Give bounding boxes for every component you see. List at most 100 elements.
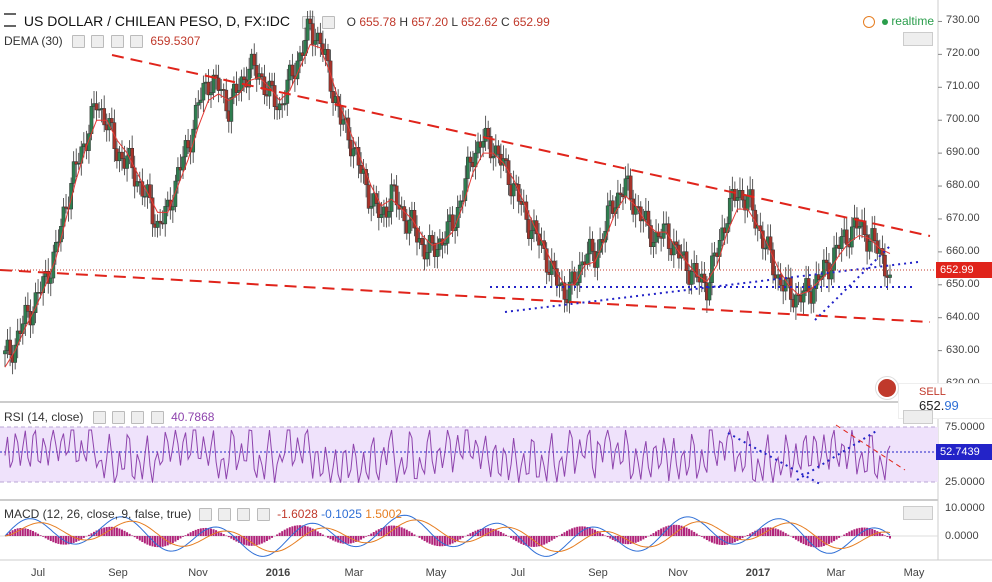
- macd-histogram-bar: [237, 536, 240, 543]
- rsi-settings-icon[interactable]: [112, 411, 126, 425]
- lower-trendline[interactable]: [0, 269, 931, 323]
- macd-histogram-bar: [65, 536, 68, 545]
- macd-histogram-bar: [189, 532, 192, 536]
- macd-histogram-bar: [708, 536, 711, 542]
- candle-body: [224, 89, 229, 112]
- candle-body: [181, 156, 185, 171]
- macd-histogram-bar: [29, 529, 32, 536]
- candle-body: [567, 281, 572, 304]
- candle-body: [771, 249, 775, 276]
- rsi-red-trendline[interactable]: [835, 424, 906, 471]
- pane-up-down-icon[interactable]: [903, 32, 933, 46]
- macd-histogram-bar: [479, 528, 482, 536]
- macd-histogram-bar: [621, 536, 624, 544]
- dema-add-icon[interactable]: [110, 35, 124, 49]
- rsi-up-trendline[interactable]: [796, 429, 879, 481]
- symbol-title: US DOLLAR / CHILEAN PESO, D, FX:IDC: [23, 13, 290, 29]
- time-axis-label: Mar: [345, 567, 364, 579]
- macd-histogram-bar: [454, 536, 457, 543]
- macd-histogram-bar: [143, 536, 146, 544]
- macd-histogram-bar: [619, 536, 622, 544]
- macd-histogram-bar: [421, 536, 424, 540]
- flag-icon[interactable]: [876, 377, 898, 399]
- macd-histogram-bar: [855, 528, 858, 536]
- macd-settings-icon[interactable]: [218, 508, 232, 522]
- macd-histogram-bar: [484, 528, 487, 536]
- macd-histogram-bar: [283, 529, 286, 536]
- macd-histogram-bar: [9, 531, 12, 536]
- macd-value-2: -0.1025: [321, 507, 362, 521]
- macd-histogram-bar: [482, 528, 485, 536]
- macd-histogram-bar: [202, 528, 205, 536]
- macd-close-icon[interactable]: [256, 508, 270, 522]
- macd-histogram-bar: [370, 533, 373, 536]
- dema-close-icon[interactable]: [130, 35, 144, 49]
- rsi-close-icon[interactable]: [150, 411, 164, 425]
- dema-eye-icon[interactable]: [72, 35, 86, 49]
- macd-histogram-bar: [866, 527, 869, 536]
- macd-histogram-bar: [123, 530, 126, 536]
- candle-body: [435, 249, 440, 257]
- macd-histogram-bar: [522, 536, 525, 545]
- macd-pane-up-down-icon[interactable]: [903, 506, 933, 520]
- candle-body: [735, 197, 740, 201]
- macd-histogram-bar: [466, 534, 469, 536]
- candle-body: [562, 282, 567, 300]
- macd-histogram-bar: [380, 528, 383, 536]
- candle-body: [23, 304, 28, 325]
- candle-body: [872, 228, 877, 241]
- macd-add-icon[interactable]: [237, 508, 251, 522]
- candle-body: [794, 294, 798, 308]
- time-axis-label: 2016: [266, 567, 290, 579]
- candle-body: [481, 141, 485, 148]
- price-axis-label: 680.00: [946, 179, 980, 192]
- candle-body: [610, 200, 615, 214]
- macd-histogram-bar: [497, 530, 500, 536]
- macd-histogram-bar: [326, 536, 329, 538]
- macd-histogram-bar: [337, 536, 340, 543]
- macd-histogram-bar: [652, 533, 655, 536]
- sell-widget[interactable]: SELL 652.99: [898, 383, 992, 419]
- macd-histogram-bar: [685, 527, 688, 536]
- macd-histogram-bar: [738, 536, 741, 540]
- time-axis-label: 2017: [746, 567, 770, 579]
- candle-body: [855, 217, 859, 229]
- macd-histogram-bar: [805, 536, 808, 546]
- macd-histogram-bar: [423, 536, 426, 542]
- macd-histogram-bar: [487, 528, 490, 536]
- macd-histogram-bar: [95, 530, 98, 536]
- candle-body: [727, 197, 732, 224]
- macd-histogram-bar: [550, 536, 553, 541]
- macd-histogram-bar: [527, 536, 530, 547]
- macd-eye-icon[interactable]: [198, 508, 212, 522]
- rsi-eye-icon[interactable]: [92, 411, 106, 425]
- macd-histogram-bar: [716, 536, 719, 545]
- macd-histogram-bar: [428, 536, 431, 544]
- rsi-add-icon[interactable]: [131, 411, 145, 425]
- dema-settings-icon[interactable]: [91, 35, 105, 49]
- macd-histogram-bar: [184, 535, 187, 536]
- macd-histogram-bar: [136, 536, 139, 539]
- candle-body: [702, 273, 707, 283]
- macd-histogram-bar: [385, 526, 388, 536]
- time-axis[interactable]: Jul Sep Nov 2016 Mar May Jul Sep Nov 2017 Mar May: [31, 567, 925, 579]
- candle-body: [745, 195, 750, 211]
- macd-histogram-bar: [449, 536, 452, 545]
- macd-histogram-bar: [187, 533, 190, 536]
- upper-trendline[interactable]: [111, 54, 931, 237]
- macd-histogram-bar: [436, 536, 439, 547]
- settings-icon[interactable]: [321, 15, 335, 29]
- collapse-icon[interactable]: [4, 13, 16, 27]
- macd-histogram-bar: [209, 528, 212, 536]
- rsi-pane-up-down-icon[interactable]: [903, 410, 933, 424]
- candle-body: [130, 147, 135, 169]
- price-axis[interactable]: 730.00 720.00 710.00 700.00 690.00 680.00 670.…: [942, 0, 992, 400]
- macd-histogram-bar: [182, 536, 185, 537]
- macd-histogram-bar: [311, 528, 314, 536]
- candle-body: [555, 268, 559, 286]
- clock-icon: [862, 15, 875, 28]
- macd-histogram-bar: [566, 530, 569, 536]
- macd-histogram-bar: [843, 534, 846, 536]
- macd-histogram-bar: [576, 526, 579, 536]
